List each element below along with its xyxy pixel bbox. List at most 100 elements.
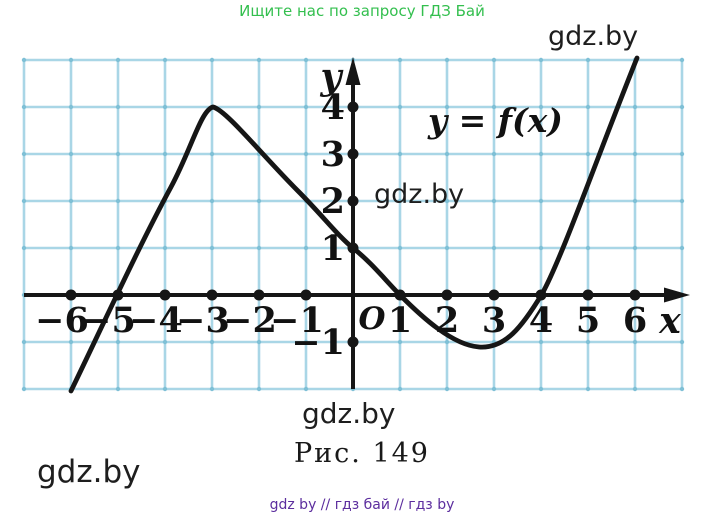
- grid-node-dot: [491, 245, 497, 251]
- grid-node-dot: [162, 104, 168, 110]
- grid-node-dot: [585, 386, 591, 392]
- x-tick-dot: [629, 289, 641, 301]
- grid-node-dot: [303, 57, 309, 63]
- grid-node-dot: [115, 198, 121, 204]
- grid-node-dot: [491, 386, 497, 392]
- y-axis-arrow: [345, 57, 361, 85]
- function-equation-label: y = f(x): [428, 101, 563, 140]
- grid-node-dot: [303, 339, 309, 345]
- grid-node-dot: [162, 57, 168, 63]
- x-tick-label: 1: [388, 300, 412, 341]
- grid-node-dot: [115, 151, 121, 157]
- grid-node-dot: [68, 198, 74, 204]
- grid-node-dot: [538, 104, 544, 110]
- x-tick-dot: [488, 289, 500, 301]
- grid-node-dot: [585, 339, 591, 345]
- grid-node-dot: [444, 198, 450, 204]
- grid-node-dot: [21, 104, 27, 110]
- grid-node-dot: [679, 386, 685, 392]
- y-tick-label: −1: [291, 322, 345, 363]
- grid-node-dot: [585, 245, 591, 251]
- watermark-bottom-left: gdz.by: [37, 454, 141, 490]
- watermark-middle: gdz.by: [374, 179, 465, 210]
- grid-node-dot: [679, 57, 685, 63]
- grid-node-dot: [256, 245, 262, 251]
- grid-node-dot: [303, 151, 309, 157]
- grid-node-dot: [162, 245, 168, 251]
- grid-node-dot: [162, 151, 168, 157]
- promo-header-text: Ищите нас по запросу ГДЗ Бай: [239, 2, 485, 20]
- x-tick-dot: [582, 289, 594, 301]
- grid-node-dot: [209, 151, 215, 157]
- x-tick-dot: [65, 289, 77, 301]
- grid-node-dot: [585, 151, 591, 157]
- grid-node-dot: [538, 151, 544, 157]
- grid-node-dot: [491, 57, 497, 63]
- grid-node-dot: [209, 57, 215, 63]
- grid-node-dot: [68, 57, 74, 63]
- watermark-top-right: gdz.by: [548, 21, 639, 52]
- grid-node-dot: [256, 57, 262, 63]
- grid-node-dot: [303, 386, 309, 392]
- grid-node-dot: [491, 104, 497, 110]
- y-tick-label: 4: [321, 87, 345, 128]
- grid-node-dot: [679, 339, 685, 345]
- grid-node-dot: [209, 386, 215, 392]
- grid-node-dot: [585, 57, 591, 63]
- grid-node-dot: [397, 386, 403, 392]
- x-tick-label: −3: [176, 300, 230, 341]
- grid-node-dot: [538, 339, 544, 345]
- grid-node-dot: [397, 245, 403, 251]
- grid-node-dot: [115, 386, 121, 392]
- grid-node-dot: [632, 339, 638, 345]
- grid-node-dot: [444, 245, 450, 251]
- grid-node-dot: [538, 386, 544, 392]
- grid-node-dot: [632, 151, 638, 157]
- grid-node-dot: [397, 151, 403, 157]
- y-tick-label: 1: [321, 228, 345, 269]
- grid-node-dot: [444, 339, 450, 345]
- grid-node-dot: [115, 104, 121, 110]
- x-tick-dot: [159, 289, 171, 301]
- y-tick-dot: [347, 336, 359, 348]
- x-tick-dot: [441, 289, 453, 301]
- grid-node-dot: [632, 386, 638, 392]
- grid-node-dot: [21, 198, 27, 204]
- x-tick-label: −2: [223, 300, 277, 341]
- grid-node-dot: [68, 151, 74, 157]
- grid-node-dot: [68, 245, 74, 251]
- y-tick-dot: [347, 101, 359, 113]
- x-tick-label: 5: [576, 300, 600, 341]
- grid-node-dot: [256, 198, 262, 204]
- promo-footer-text: gdz by // гдз бай // гдз by: [269, 497, 455, 513]
- y-tick-label: 2: [321, 181, 345, 222]
- grid-node-dot: [491, 198, 497, 204]
- grid-node-dot: [21, 245, 27, 251]
- grid-node-dot: [115, 245, 121, 251]
- y-tick-label: 3: [321, 134, 345, 175]
- grid-node-dot: [21, 386, 27, 392]
- grid-node-dot: [632, 198, 638, 204]
- x-tick-dot: [300, 289, 312, 301]
- grid-node-dot: [585, 198, 591, 204]
- grid-node-dot: [256, 104, 262, 110]
- grid-node-dot: [68, 104, 74, 110]
- x-axis-label: x: [658, 300, 681, 342]
- grid-node-dot: [209, 339, 215, 345]
- grid-node-dot: [679, 198, 685, 204]
- grid-node-dot: [68, 339, 74, 345]
- grid-node-dot: [538, 57, 544, 63]
- x-tick-dot: [206, 289, 218, 301]
- x-tick-label: 2: [435, 300, 459, 341]
- grid-node-dot: [444, 57, 450, 63]
- grid-node-dot: [538, 245, 544, 251]
- figure-caption: Рис. 149: [294, 438, 430, 469]
- x-tick-label: −1: [270, 300, 324, 341]
- grid-node-dot: [21, 151, 27, 157]
- grid-node-dot: [397, 104, 403, 110]
- x-tick-label: −6: [35, 300, 89, 341]
- grid-node-dot: [679, 151, 685, 157]
- grid-node-dot: [21, 339, 27, 345]
- watermark-below-graph: gdz.by: [302, 397, 396, 430]
